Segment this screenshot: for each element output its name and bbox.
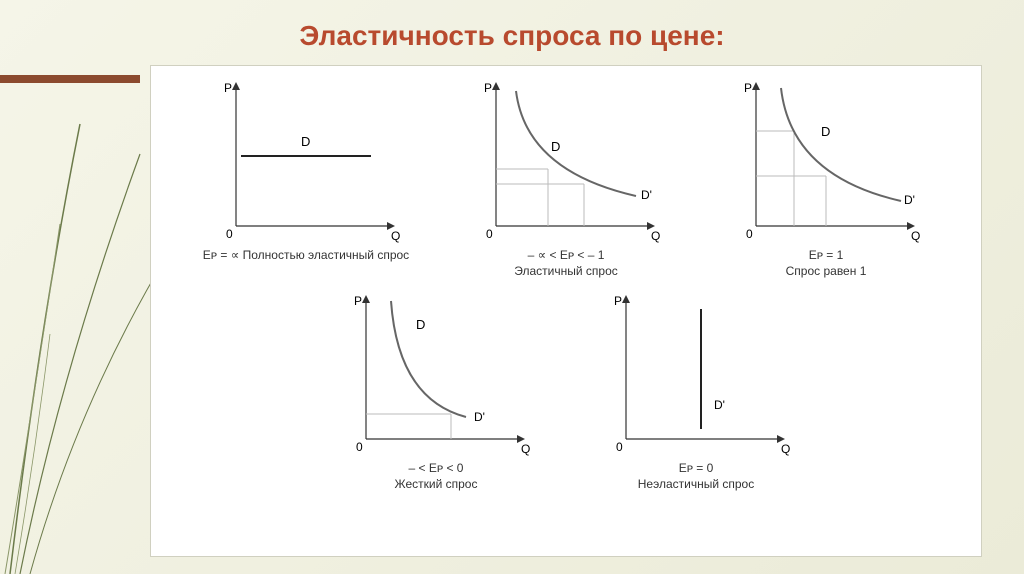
chart-caption: – < Eᴘ < 0 Жесткий спрос — [321, 461, 551, 492]
chart-perfectly-inelastic: P Q 0 D' Eᴘ = 0 Неэластичный спрос — [581, 289, 811, 492]
slide-title: Эластичность спроса по цене: — [0, 0, 1024, 62]
origin-label: 0 — [356, 440, 363, 454]
chart-unit-elastic: P Q 0 D D' Eᴘ = 1 Спрос равен 1 — [711, 76, 941, 279]
axis-q-label: Q — [521, 442, 530, 456]
chart-caption: Eᴘ = 0 Неэластичный спрос — [581, 461, 811, 492]
chart-perfectly-elastic: P Q 0 D Eᴘ = ∝ Полностью эластичный спро… — [191, 76, 421, 279]
axis-q-label: Q — [651, 229, 660, 243]
chart-caption: Eᴘ = 1 Спрос равен 1 — [711, 248, 941, 279]
demand-curve — [781, 88, 901, 201]
curve-label-dprime: D' — [474, 410, 485, 424]
axis-p-label: P — [224, 81, 232, 95]
axis-q-label: Q — [391, 229, 400, 243]
demand-curve — [391, 301, 466, 417]
axis-q-label: Q — [781, 442, 790, 456]
axis-p-label: P — [354, 294, 362, 308]
accent-bar — [0, 75, 140, 83]
chart-caption: Eᴘ = ∝ Полностью эластичный спрос — [191, 248, 421, 264]
axis-p-label: P — [614, 294, 622, 308]
curve-label-d: D — [301, 134, 310, 149]
chart-inelastic: P Q 0 D D' – < Eᴘ < 0 Жесткий спрос — [321, 289, 551, 492]
curve-label-d: D — [551, 139, 560, 154]
curve-label-dprime: D' — [641, 188, 652, 202]
origin-label: 0 — [486, 227, 493, 241]
axis-q-label: Q — [911, 229, 920, 243]
chart-caption: – ∝ < Eᴘ < – 1 Эластичный спрос — [451, 248, 681, 279]
chart-elastic: P Q 0 D D' – ∝ < Eᴘ < – 1 Эластичный спр… — [451, 76, 681, 279]
chart-row-1: P Q 0 D Eᴘ = ∝ Полностью эластичный спро… — [151, 66, 981, 279]
origin-label: 0 — [746, 227, 753, 241]
chart-row-2: P Q 0 D D' – < Eᴘ < 0 Жесткий спрос — [151, 279, 981, 492]
curve-label-d: D — [416, 317, 425, 332]
curve-label-d: D — [821, 124, 830, 139]
demand-curve — [516, 91, 636, 196]
origin-label: 0 — [616, 440, 623, 454]
curve-label-dprime: D' — [904, 193, 915, 207]
axis-p-label: P — [744, 81, 752, 95]
charts-panel: P Q 0 D Eᴘ = ∝ Полностью эластичный спро… — [150, 65, 982, 557]
axis-p-label: P — [484, 81, 492, 95]
origin-label: 0 — [226, 227, 233, 241]
curve-label-dprime: D' — [714, 398, 725, 412]
